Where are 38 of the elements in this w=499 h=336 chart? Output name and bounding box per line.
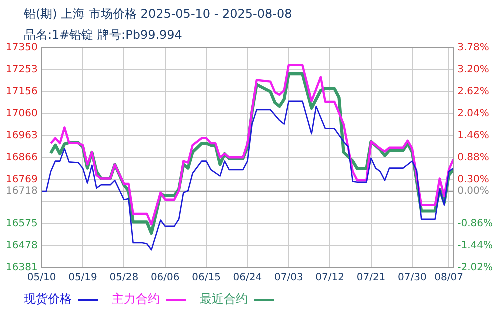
- legend-label: 最近合约: [200, 291, 248, 308]
- x-tick-label: 05/19: [68, 272, 98, 284]
- y-tick-label: 16478: [6, 240, 38, 252]
- chart-title: 铅(期) 上海 市场价格 2025-05-10 - 2025-08-08: [24, 6, 292, 23]
- x-tick-label: 05/10: [27, 272, 56, 284]
- y-tick-label: 16769: [6, 174, 38, 186]
- y2-tick-label: -2.02%: [458, 262, 494, 274]
- y2-tick-label: 2.04%: [458, 108, 490, 120]
- y-tick-label: 17253: [6, 64, 38, 76]
- x-tick-label: 06/15: [192, 272, 221, 284]
- x-tick-label: 07/21: [356, 272, 386, 284]
- y-tick-label: 16381: [6, 262, 38, 274]
- y2-tick-label: 2.62%: [458, 86, 490, 98]
- x-tick-label: 07/12: [316, 272, 344, 284]
- y-tick-label: 17060: [6, 108, 38, 120]
- x-tick-label: 06/24: [233, 272, 262, 284]
- legend-label: 现货价格: [24, 291, 72, 308]
- y2-tick-label: 3.78%: [458, 42, 490, 54]
- y2-tick-label: 3.20%: [458, 64, 490, 76]
- legend-label: 主力合约: [112, 291, 160, 308]
- y2-tick-label: 0.88%: [458, 152, 490, 164]
- y2-tick-label: 1.46%: [458, 130, 490, 142]
- x-tick-label: 05/28: [110, 272, 139, 284]
- x-tick-label: 07/30: [398, 272, 427, 284]
- y-tick-label: 16963: [6, 130, 38, 142]
- y-tick-label: 16866: [6, 152, 38, 164]
- y2-tick-label: 0.30%: [458, 174, 490, 186]
- y-tick-label: 16718: [6, 186, 38, 198]
- y2-tick-label: -1.44%: [458, 240, 494, 252]
- x-tick-label: 06/06: [150, 272, 180, 284]
- y2-tick-label: 0.00%: [458, 186, 490, 197]
- y-tick-label: 16575: [6, 218, 38, 230]
- y-tick-label: 17350: [6, 42, 38, 54]
- y2-tick-label: -0.86%: [458, 218, 494, 230]
- x-tick-label: 07/03: [274, 272, 304, 284]
- chart-subtitle: 品名:1#铅锭 牌号:Pb99.994: [24, 27, 182, 43]
- x-tick-label: 08/07: [434, 272, 464, 284]
- y-tick-label: 17156: [6, 86, 38, 98]
